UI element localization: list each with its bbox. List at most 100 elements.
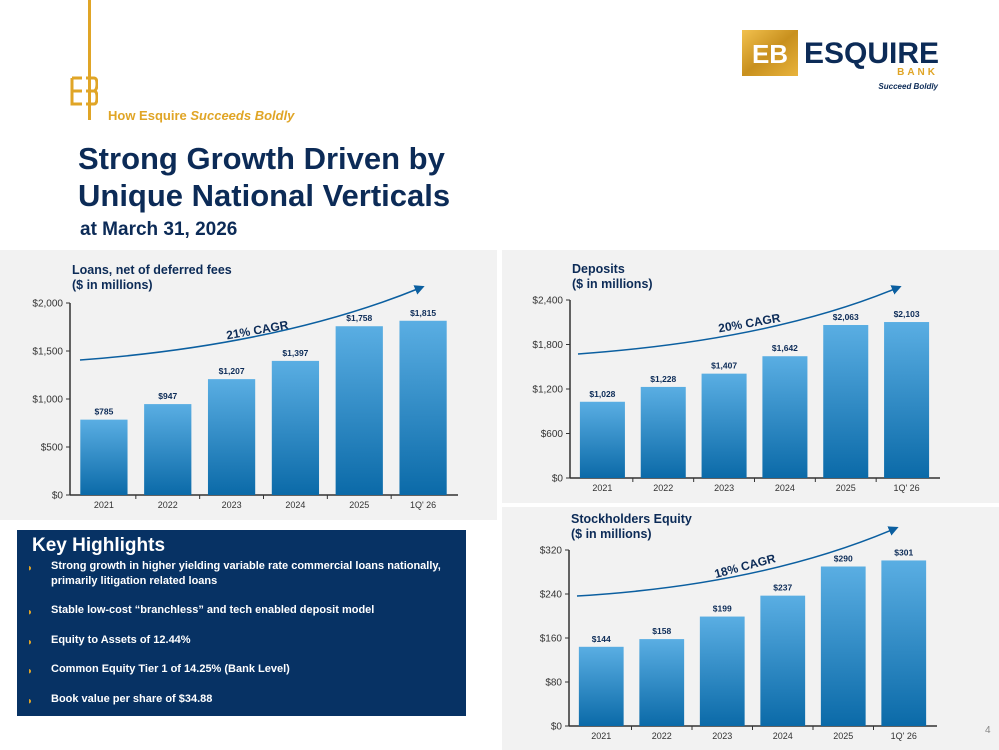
y-tick-label: $320	[540, 546, 563, 557]
highlight-text: Book value per share of $34.88	[51, 693, 213, 705]
bar	[578, 646, 624, 726]
bar	[207, 379, 256, 495]
highlight-text: Equity to Assets of 12.44%	[51, 634, 191, 646]
y-tick-label: $2,000	[32, 299, 63, 310]
page-subtitle: at March 31, 2026	[80, 219, 238, 240]
esquire-bank-logo: EB ESQUIRE BANK Succeed Boldly	[742, 30, 939, 91]
bullet-icon: ◗	[27, 696, 34, 707]
data-label: $1,397	[282, 348, 308, 358]
logo-name: ESQUIRE	[804, 37, 939, 70]
bullet-icon: ◗	[27, 607, 34, 618]
data-label: $144	[592, 634, 611, 644]
bar	[760, 595, 806, 726]
highlight-item: ◗ Common Equity Tier 1 of 14.25% (Bank Le…	[27, 662, 451, 677]
cagr-arrow	[79, 285, 425, 361]
logo-slogan: Succeed Boldly	[878, 82, 938, 91]
highlight-item: ◗ Equity to Assets of 12.44%	[27, 633, 451, 648]
y-tick-label: $0	[551, 722, 563, 733]
data-label: $1,028	[589, 389, 615, 399]
chart-title-line: ($ in millions)	[72, 278, 153, 292]
bar	[640, 386, 686, 478]
x-tick-label: 2023	[222, 500, 242, 510]
equity-chart: Stockholders Equity($ in millions) $0 $80 $…	[540, 512, 937, 741]
data-label: $1,228	[650, 374, 676, 384]
y-tick-label: $240	[540, 590, 563, 601]
y-tick-label: $0	[52, 491, 64, 502]
x-tick-label: 2021	[591, 731, 611, 741]
x-tick-label: 2021	[94, 500, 114, 510]
x-tick-label: 2024	[285, 500, 305, 510]
cagr-arrow	[577, 285, 902, 355]
data-label: $237	[773, 583, 792, 593]
y-tick-label: $1,200	[532, 385, 563, 396]
bar	[144, 404, 192, 495]
x-tick-label: 2023	[712, 731, 732, 741]
x-tick-label: 2022	[652, 731, 672, 741]
gold-accent-line	[88, 0, 91, 120]
bar	[881, 560, 927, 726]
bar	[699, 616, 745, 726]
tagline-italic: Succeeds Boldly	[190, 108, 295, 123]
chart-title-line: Deposits	[572, 262, 625, 276]
x-tick-label: 2021	[592, 483, 612, 493]
x-tick-label: 2022	[653, 483, 673, 493]
data-label: $947	[158, 391, 177, 401]
y-tick-label: $1,800	[532, 340, 563, 351]
highlight-item: ◗ Strong growth in higher yielding variab…	[27, 559, 451, 589]
y-tick-label: $0	[552, 474, 564, 485]
x-tick-label: 2025	[836, 483, 856, 493]
data-label: $199	[713, 604, 732, 614]
bar	[823, 324, 869, 478]
data-label: $1,642	[772, 343, 798, 353]
bar	[335, 326, 383, 495]
data-label: $2,103	[894, 309, 920, 319]
highlight-text: Strong growth in higher yielding variabl…	[51, 560, 441, 587]
chart-title-line: Stockholders Equity	[571, 512, 692, 526]
data-label: $1,815	[410, 308, 436, 318]
x-tick-label: 2025	[833, 731, 853, 741]
bullet-icon: ◗	[27, 563, 34, 574]
title-line-2: Unique National Verticals	[78, 178, 451, 213]
logo-mark: EB	[752, 39, 788, 69]
eb-monogram-icon	[70, 76, 98, 106]
x-tick-label: 2025	[349, 500, 369, 510]
bullet-icon: ◗	[27, 666, 34, 677]
x-tick-label: 2023	[714, 483, 734, 493]
bar	[639, 639, 685, 726]
cagr-annotation: 18% CAGR	[713, 551, 777, 581]
highlight-text: Stable low-cost “branchless” and tech en…	[51, 604, 375, 616]
key-highlights-title: Key Highlights	[32, 535, 166, 556]
y-tick-label: $160	[540, 634, 563, 645]
page-number: 4	[985, 725, 991, 736]
logo-bank: BANK	[897, 67, 938, 78]
bar	[820, 566, 866, 726]
loans-chart: Loans, net of deferred fees($ in million…	[32, 263, 458, 510]
key-highlights-box: Key Highlights ◗ Strong growth in higher …	[17, 530, 466, 716]
y-tick-label: $600	[541, 429, 564, 440]
highlight-item: ◗ Stable low-cost “branchless” and tech e…	[27, 603, 451, 618]
tagline: How Esquire Succeeds Boldly	[108, 108, 294, 123]
bar	[399, 320, 447, 495]
chart-title-line: ($ in millions)	[572, 277, 653, 291]
y-tick-label: $80	[545, 678, 562, 689]
x-tick-label: 2024	[775, 483, 795, 493]
data-label: $1,758	[346, 313, 372, 323]
x-tick-label: 2022	[158, 500, 178, 510]
deposits-chart: Deposits($ in millions) $0 $600 $1,200 $1,80…	[532, 262, 940, 493]
bar	[884, 322, 930, 478]
cagr-arrow	[576, 526, 899, 597]
page-title: Strong Growth Driven by Unique National …	[78, 140, 450, 214]
data-label: $2,063	[833, 312, 859, 322]
y-tick-label: $1,000	[32, 395, 63, 406]
x-tick-label: 1Q' 26	[893, 483, 919, 493]
x-tick-label: 1Q' 26	[891, 731, 917, 741]
bar	[579, 401, 625, 478]
cagr-annotation: 21% CAGR	[225, 318, 289, 343]
data-label: $1,407	[711, 361, 737, 371]
chart-title-line: Loans, net of deferred fees	[72, 263, 232, 277]
bar	[80, 419, 128, 495]
data-label: $1,207	[219, 366, 245, 376]
tagline-prefix: How Esquire	[108, 108, 187, 123]
highlight-text: Common Equity Tier 1 of 14.25% (Bank Lev…	[51, 663, 290, 675]
data-label: $301	[894, 547, 913, 557]
